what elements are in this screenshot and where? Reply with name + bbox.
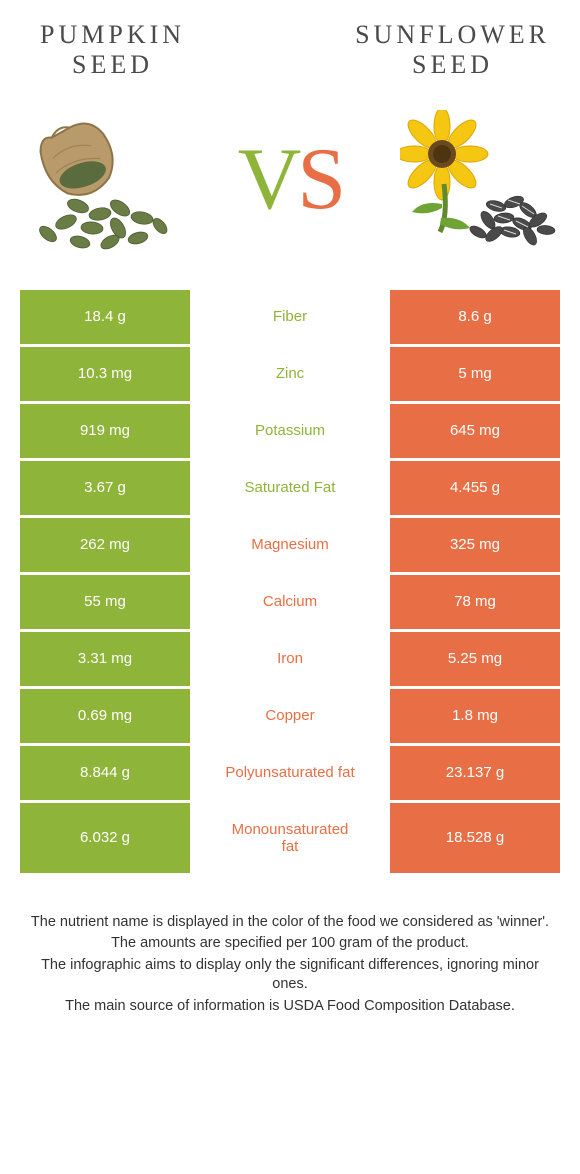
hero-row: VS xyxy=(0,90,580,290)
comparison-row: 10.3 mgZinc5 mg xyxy=(20,347,560,401)
nutrient-label-cell: Calcium xyxy=(190,575,390,629)
right-value-cell: 1.8 mg xyxy=(390,689,560,743)
infographic-container: Pumpkinseed Sunflowerseed xyxy=(0,0,580,1174)
right-value-cell: 23.137 g xyxy=(390,746,560,800)
left-food-title: Pumpkinseed xyxy=(30,20,195,80)
left-value-cell: 3.31 mg xyxy=(20,632,190,686)
comparison-row: 3.67 gSaturated Fat4.455 g xyxy=(20,461,560,515)
comparison-row: 6.032 gMonounsaturatedfat18.528 g xyxy=(20,803,560,873)
footer-note-line: The nutrient name is displayed in the co… xyxy=(30,913,550,933)
left-value-cell: 6.032 g xyxy=(20,803,190,873)
nutrient-label-cell: Zinc xyxy=(190,347,390,401)
left-value-cell: 10.3 mg xyxy=(20,347,190,401)
vs-v: V xyxy=(238,131,298,228)
right-value-cell: 18.528 g xyxy=(390,803,560,873)
vs-label: VS xyxy=(238,136,343,224)
nutrient-label-cell: Copper xyxy=(190,689,390,743)
nutrient-label-cell: Saturated Fat xyxy=(190,461,390,515)
left-value-cell: 0.69 mg xyxy=(20,689,190,743)
nutrient-label-cell: Magnesium xyxy=(190,518,390,572)
right-value-cell: 645 mg xyxy=(390,404,560,458)
right-value-cell: 8.6 g xyxy=(390,290,560,344)
comparison-row: 0.69 mgCopper1.8 mg xyxy=(20,689,560,743)
right-value-cell: 5 mg xyxy=(390,347,560,401)
nutrient-label-cell: Fiber xyxy=(190,290,390,344)
vs-s: S xyxy=(297,131,342,228)
right-food-image xyxy=(400,110,560,250)
footer-notes: The nutrient name is displayed in the co… xyxy=(0,913,580,1017)
left-value-cell: 55 mg xyxy=(20,575,190,629)
right-value-cell: 5.25 mg xyxy=(390,632,560,686)
left-value-cell: 8.844 g xyxy=(20,746,190,800)
comparison-row: 3.31 mgIron5.25 mg xyxy=(20,632,560,686)
left-value-cell: 262 mg xyxy=(20,518,190,572)
footer-note-line: The main source of information is USDA F… xyxy=(30,997,550,1017)
left-value-cell: 3.67 g xyxy=(20,461,190,515)
comparison-row: 262 mgMagnesium325 mg xyxy=(20,518,560,572)
nutrient-label-cell: Monounsaturatedfat xyxy=(190,803,390,873)
right-value-cell: 4.455 g xyxy=(390,461,560,515)
footer-note-line: The infographic aims to display only the… xyxy=(30,956,550,995)
comparison-table: 18.4 gFiber8.6 g10.3 mgZinc5 mg919 mgPot… xyxy=(20,290,560,873)
nutrient-label-cell: Polyunsaturated fat xyxy=(190,746,390,800)
comparison-row: 8.844 gPolyunsaturated fat23.137 g xyxy=(20,746,560,800)
comparison-row: 919 mgPotassium645 mg xyxy=(20,404,560,458)
right-value-cell: 78 mg xyxy=(390,575,560,629)
left-food-image xyxy=(20,110,180,250)
right-food-title: Sunflowerseed xyxy=(355,20,550,80)
titles-row: Pumpkinseed Sunflowerseed xyxy=(0,0,580,90)
left-value-cell: 18.4 g xyxy=(20,290,190,344)
nutrient-label-cell: Iron xyxy=(190,632,390,686)
comparison-row: 55 mgCalcium78 mg xyxy=(20,575,560,629)
footer-note-line: The amounts are specified per 100 gram o… xyxy=(30,934,550,954)
nutrient-label-cell: Potassium xyxy=(190,404,390,458)
left-value-cell: 919 mg xyxy=(20,404,190,458)
right-value-cell: 325 mg xyxy=(390,518,560,572)
comparison-row: 18.4 gFiber8.6 g xyxy=(20,290,560,344)
